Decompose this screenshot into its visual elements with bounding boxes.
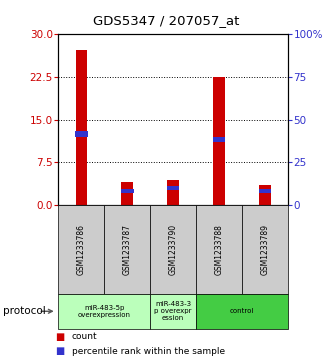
Text: GDS5347 / 207057_at: GDS5347 / 207057_at [93,15,240,28]
Text: miR-483-3
p overexpr
ession: miR-483-3 p overexpr ession [155,301,192,321]
Text: ■: ■ [55,332,64,342]
Text: percentile rank within the sample: percentile rank within the sample [72,347,225,355]
Text: control: control [230,308,254,314]
Bar [122,182,133,205]
Text: GSM1233787: GSM1233787 [123,224,132,275]
Bar [259,189,271,193]
Bar [75,131,88,137]
Text: GSM1233789: GSM1233789 [260,224,270,275]
Bar [167,186,179,190]
Text: GSM1233786: GSM1233786 [77,224,86,275]
Text: GSM1233790: GSM1233790 [168,224,178,275]
Bar [213,138,225,142]
Text: miR-483-5p
overexpression: miR-483-5p overexpression [78,305,131,318]
Bar [259,185,271,205]
Text: protocol: protocol [3,306,46,316]
Bar [76,50,87,205]
Text: GSM1233788: GSM1233788 [214,224,224,275]
Bar [213,77,225,205]
Text: ■: ■ [55,346,64,356]
Bar [121,189,134,193]
Bar [167,179,179,205]
Text: count: count [72,333,97,341]
